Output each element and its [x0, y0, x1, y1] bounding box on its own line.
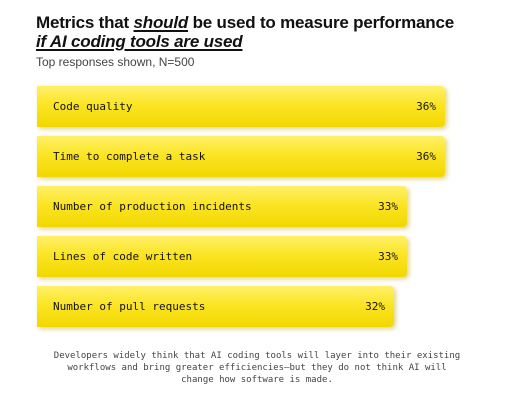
chart-subtitle: Top responses shown, N=500 — [36, 55, 195, 69]
bar-label: Time to complete a task — [53, 150, 206, 163]
bar-value-label: 33% — [378, 200, 398, 213]
title-part-1: Metrics that — [36, 13, 134, 32]
bar-value-label: 33% — [378, 250, 398, 263]
bar-label: Lines of code written — [53, 250, 193, 263]
bar-chart: Code quality 36% Time to complete a task 36… — [37, 86, 467, 336]
bar: Code quality 36% — [37, 86, 445, 127]
title-part-2: be used to measure performance — [188, 13, 455, 32]
bar-value-label: 36% — [416, 100, 436, 113]
bar: Number of pull requests 32% — [37, 286, 394, 327]
title-line-2: if AI coding tools are used — [36, 32, 243, 51]
title-emphasis: should — [133, 13, 189, 32]
bar: Time to complete a task 36% — [37, 136, 445, 177]
bar-label: Number of pull requests — [53, 300, 206, 313]
footnote: Developers widely think that AI coding t… — [53, 351, 461, 385]
bar-label: Code quality — [53, 100, 133, 113]
bar-value-label: 36% — [416, 150, 436, 163]
chart-title: Metrics that should be used to measure p… — [36, 13, 496, 51]
bar-value-label: 32% — [365, 300, 385, 313]
bar: Lines of code written 33% — [37, 236, 407, 277]
bar: Number of production incidents 33% — [37, 186, 407, 227]
bar-label: Number of production incidents — [53, 200, 252, 213]
